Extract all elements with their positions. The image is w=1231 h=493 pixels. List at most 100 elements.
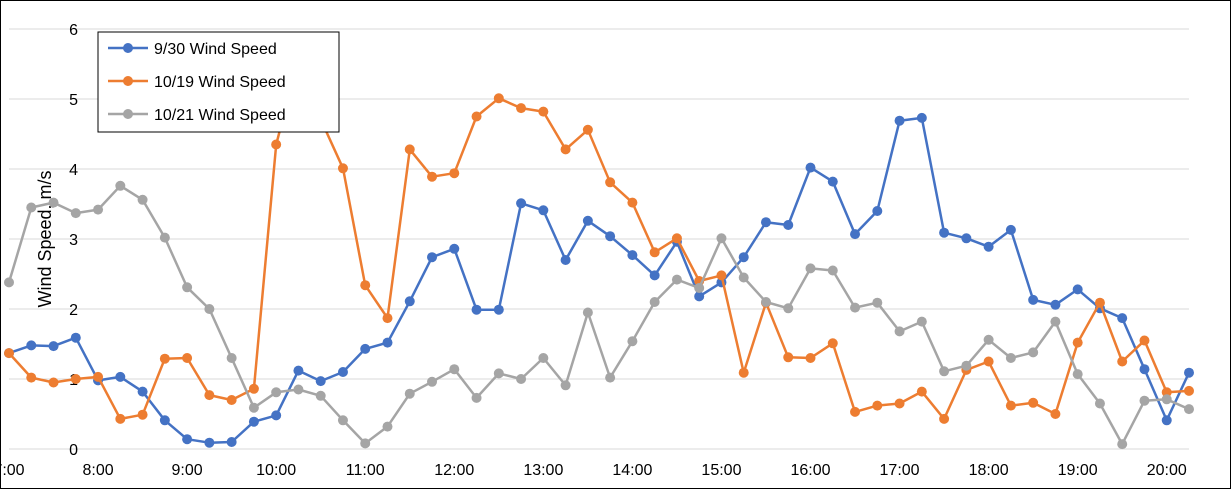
data-point <box>493 93 504 104</box>
data-point <box>582 215 593 226</box>
data-point <box>1028 397 1039 408</box>
data-point <box>627 250 638 261</box>
data-point <box>538 205 549 216</box>
data-point <box>226 353 237 363</box>
data-point <box>182 434 193 445</box>
series-1 <box>4 112 1194 448</box>
data-point <box>872 206 883 216</box>
data-point <box>226 395 237 405</box>
legend-marker <box>123 43 133 53</box>
y-axis-title: Wind Speed, m/s <box>35 170 55 307</box>
data-point <box>516 103 527 114</box>
data-point <box>649 270 660 281</box>
x-axis-ticks: 7:00 8:00 9:00 10:00 11:00 12:00 13:00 14:00 15:… <box>0 462 1187 479</box>
legend-label: 10/19 Wind Speed <box>154 74 286 91</box>
x-tick-label: 16:00 <box>790 462 830 479</box>
data-point <box>827 338 838 349</box>
data-point <box>26 202 37 213</box>
x-tick-label: 14:00 <box>612 462 652 479</box>
data-point <box>1117 439 1128 450</box>
data-point <box>805 162 816 173</box>
data-point <box>427 376 438 387</box>
data-point <box>404 144 415 155</box>
x-tick-label: 17:00 <box>880 462 920 479</box>
data-point <box>248 402 259 413</box>
data-point <box>1028 347 1039 358</box>
data-point <box>1050 316 1061 327</box>
data-point <box>404 388 415 399</box>
data-point <box>738 272 749 283</box>
data-point <box>26 340 37 351</box>
data-point <box>315 390 326 401</box>
data-point <box>1117 313 1128 324</box>
data-point <box>894 398 905 409</box>
data-point <box>827 176 838 187</box>
data-point <box>293 384 304 395</box>
data-point <box>916 386 927 397</box>
data-point <box>783 352 794 363</box>
data-point <box>1139 364 1150 375</box>
data-point <box>627 197 638 208</box>
data-point <box>1094 297 1105 308</box>
data-point <box>1005 224 1016 235</box>
x-tick-label: 12:00 <box>434 462 474 479</box>
data-point <box>783 303 794 314</box>
y-tick-label: 2 <box>69 302 78 319</box>
data-point <box>449 168 460 179</box>
legend-item-2: 10/19 Wind Speed <box>108 74 286 91</box>
data-point <box>4 348 14 359</box>
data-point <box>204 304 215 314</box>
data-point <box>337 415 348 426</box>
data-point <box>337 163 348 174</box>
data-point <box>939 413 950 424</box>
data-point <box>26 372 37 383</box>
data-point <box>337 367 348 377</box>
data-point <box>582 307 593 318</box>
data-point <box>671 233 682 244</box>
data-point <box>649 247 660 258</box>
y-tick-label: 4 <box>69 162 78 179</box>
data-point <box>182 282 193 293</box>
data-point <box>48 377 59 388</box>
data-point <box>159 415 170 426</box>
data-point <box>382 313 393 324</box>
data-point <box>427 171 438 182</box>
data-point <box>560 255 571 265</box>
data-point <box>916 112 927 123</box>
data-point <box>115 413 126 424</box>
x-tick-label: 15:00 <box>701 462 741 479</box>
data-point <box>850 406 861 417</box>
x-tick-label: 10:00 <box>256 462 296 479</box>
data-point <box>1117 356 1128 367</box>
x-tick-label: 8:00 <box>82 462 113 479</box>
data-point <box>471 111 482 122</box>
y-tick-label: 3 <box>69 232 78 249</box>
data-point <box>137 409 148 420</box>
data-point <box>1050 409 1061 419</box>
data-point <box>1005 353 1016 363</box>
data-point <box>916 316 927 327</box>
data-point <box>248 383 259 394</box>
data-point <box>271 410 282 421</box>
data-point <box>271 139 282 150</box>
data-point <box>605 177 616 188</box>
data-point <box>471 304 482 315</box>
data-point <box>671 274 682 285</box>
data-point <box>1161 394 1172 405</box>
x-tick-label: 18:00 <box>969 462 1009 479</box>
data-point <box>1161 415 1172 426</box>
data-point <box>360 343 371 354</box>
x-tick-label: 11:00 <box>346 462 385 479</box>
data-point <box>760 297 771 307</box>
data-point <box>1094 398 1105 409</box>
data-point <box>493 304 504 315</box>
data-point <box>627 336 638 347</box>
data-point <box>93 371 104 382</box>
data-point <box>850 302 861 313</box>
x-tick-label: 19:00 <box>1058 462 1098 479</box>
legend-item-3: 10/21 Wind Speed <box>108 107 286 124</box>
data-point <box>961 360 972 371</box>
data-point <box>605 372 616 383</box>
data-point <box>48 197 59 208</box>
